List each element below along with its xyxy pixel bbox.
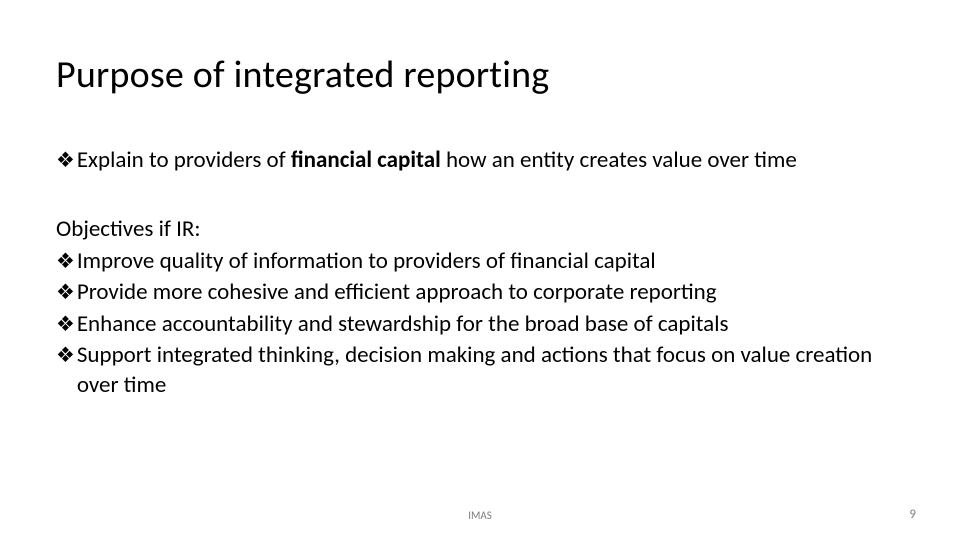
objective-text: Support integrated thinking, decision ma… xyxy=(77,341,904,400)
diamond-bullet-icon: ❖ xyxy=(56,310,75,338)
intro-post: how an entity creates value over time xyxy=(441,146,797,174)
intro-bold: financial capital xyxy=(291,146,441,174)
slide-title: Purpose of integrated reporting xyxy=(56,52,904,98)
intro-bullet: ❖ Explain to providers of financial capi… xyxy=(56,146,904,175)
objective-item: ❖ Improve quality of information to prov… xyxy=(56,247,904,276)
intro-text: Explain to providers of financial capita… xyxy=(77,146,904,175)
intro-pre: Explain to providers of xyxy=(77,146,291,174)
page-number: 9 xyxy=(909,507,916,522)
objective-text: Provide more cohesive and efficient appr… xyxy=(77,278,904,307)
objectives-heading: Objectives if IR: xyxy=(56,215,904,244)
objective-text: Enhance accountability and stewardship f… xyxy=(77,310,904,339)
diamond-bullet-icon: ❖ xyxy=(56,146,75,174)
section-gap xyxy=(56,177,904,215)
objective-text: Improve quality of information to provid… xyxy=(77,247,904,276)
slide-body: ❖ Explain to providers of financial capi… xyxy=(56,146,904,400)
slide: Purpose of integrated reporting ❖ Explai… xyxy=(0,0,960,540)
diamond-bullet-icon: ❖ xyxy=(56,247,75,275)
objective-item: ❖ Provide more cohesive and efficient ap… xyxy=(56,278,904,307)
diamond-bullet-icon: ❖ xyxy=(56,278,75,306)
objective-item: ❖ Enhance accountability and stewardship… xyxy=(56,310,904,339)
footer-center: IMAS xyxy=(0,509,960,522)
objective-item: ❖ Support integrated thinking, decision … xyxy=(56,341,904,400)
diamond-bullet-icon: ❖ xyxy=(56,341,75,369)
